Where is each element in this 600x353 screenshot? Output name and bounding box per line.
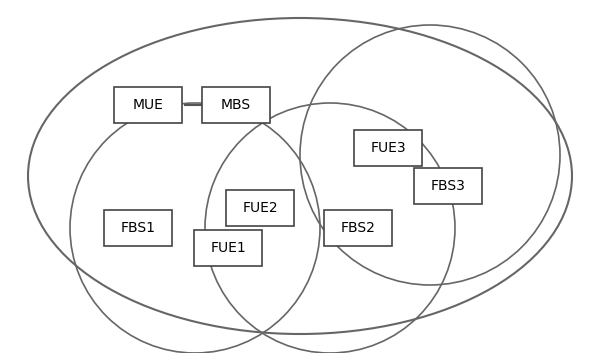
FancyBboxPatch shape <box>202 87 270 123</box>
FancyBboxPatch shape <box>226 190 294 226</box>
FancyBboxPatch shape <box>324 210 392 246</box>
Text: FUE1: FUE1 <box>210 241 246 255</box>
Text: FBS1: FBS1 <box>121 221 155 235</box>
Text: MBS: MBS <box>221 98 251 112</box>
Text: MUE: MUE <box>133 98 163 112</box>
FancyBboxPatch shape <box>104 210 172 246</box>
FancyBboxPatch shape <box>414 168 482 204</box>
Text: FBS3: FBS3 <box>431 179 466 193</box>
Text: FBS2: FBS2 <box>341 221 376 235</box>
Text: FUE2: FUE2 <box>242 201 278 215</box>
FancyBboxPatch shape <box>114 87 182 123</box>
Text: FUE3: FUE3 <box>370 141 406 155</box>
FancyBboxPatch shape <box>194 230 262 266</box>
FancyBboxPatch shape <box>354 130 422 166</box>
